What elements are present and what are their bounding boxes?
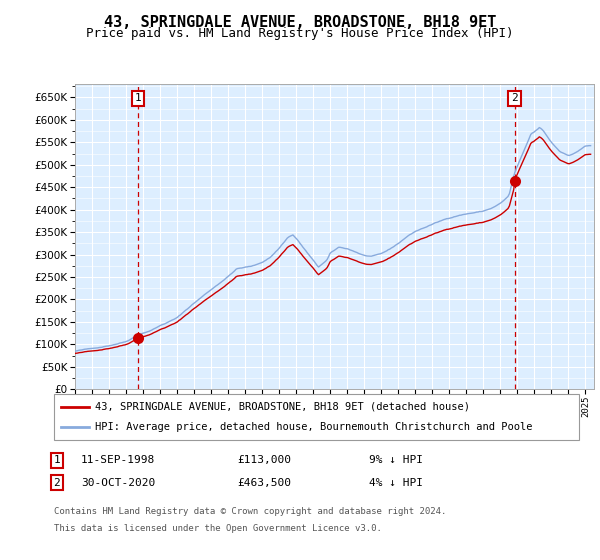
Text: HPI: Average price, detached house, Bournemouth Christchurch and Poole: HPI: Average price, detached house, Bour…	[95, 422, 532, 432]
Text: 2: 2	[53, 478, 61, 488]
Text: 4% ↓ HPI: 4% ↓ HPI	[369, 478, 423, 488]
Text: 1: 1	[53, 455, 61, 465]
Text: 30-OCT-2020: 30-OCT-2020	[81, 478, 155, 488]
Text: This data is licensed under the Open Government Licence v3.0.: This data is licensed under the Open Gov…	[54, 524, 382, 533]
Text: Price paid vs. HM Land Registry's House Price Index (HPI): Price paid vs. HM Land Registry's House …	[86, 27, 514, 40]
Text: 43, SPRINGDALE AVENUE, BROADSTONE, BH18 9ET (detached house): 43, SPRINGDALE AVENUE, BROADSTONE, BH18 …	[95, 402, 470, 412]
Text: £463,500: £463,500	[237, 478, 291, 488]
Text: £113,000: £113,000	[237, 455, 291, 465]
Text: 9% ↓ HPI: 9% ↓ HPI	[369, 455, 423, 465]
Text: 11-SEP-1998: 11-SEP-1998	[81, 455, 155, 465]
Text: Contains HM Land Registry data © Crown copyright and database right 2024.: Contains HM Land Registry data © Crown c…	[54, 507, 446, 516]
Text: 2: 2	[511, 94, 518, 104]
Text: 43, SPRINGDALE AVENUE, BROADSTONE, BH18 9ET: 43, SPRINGDALE AVENUE, BROADSTONE, BH18 …	[104, 15, 496, 30]
Text: 1: 1	[134, 94, 142, 104]
